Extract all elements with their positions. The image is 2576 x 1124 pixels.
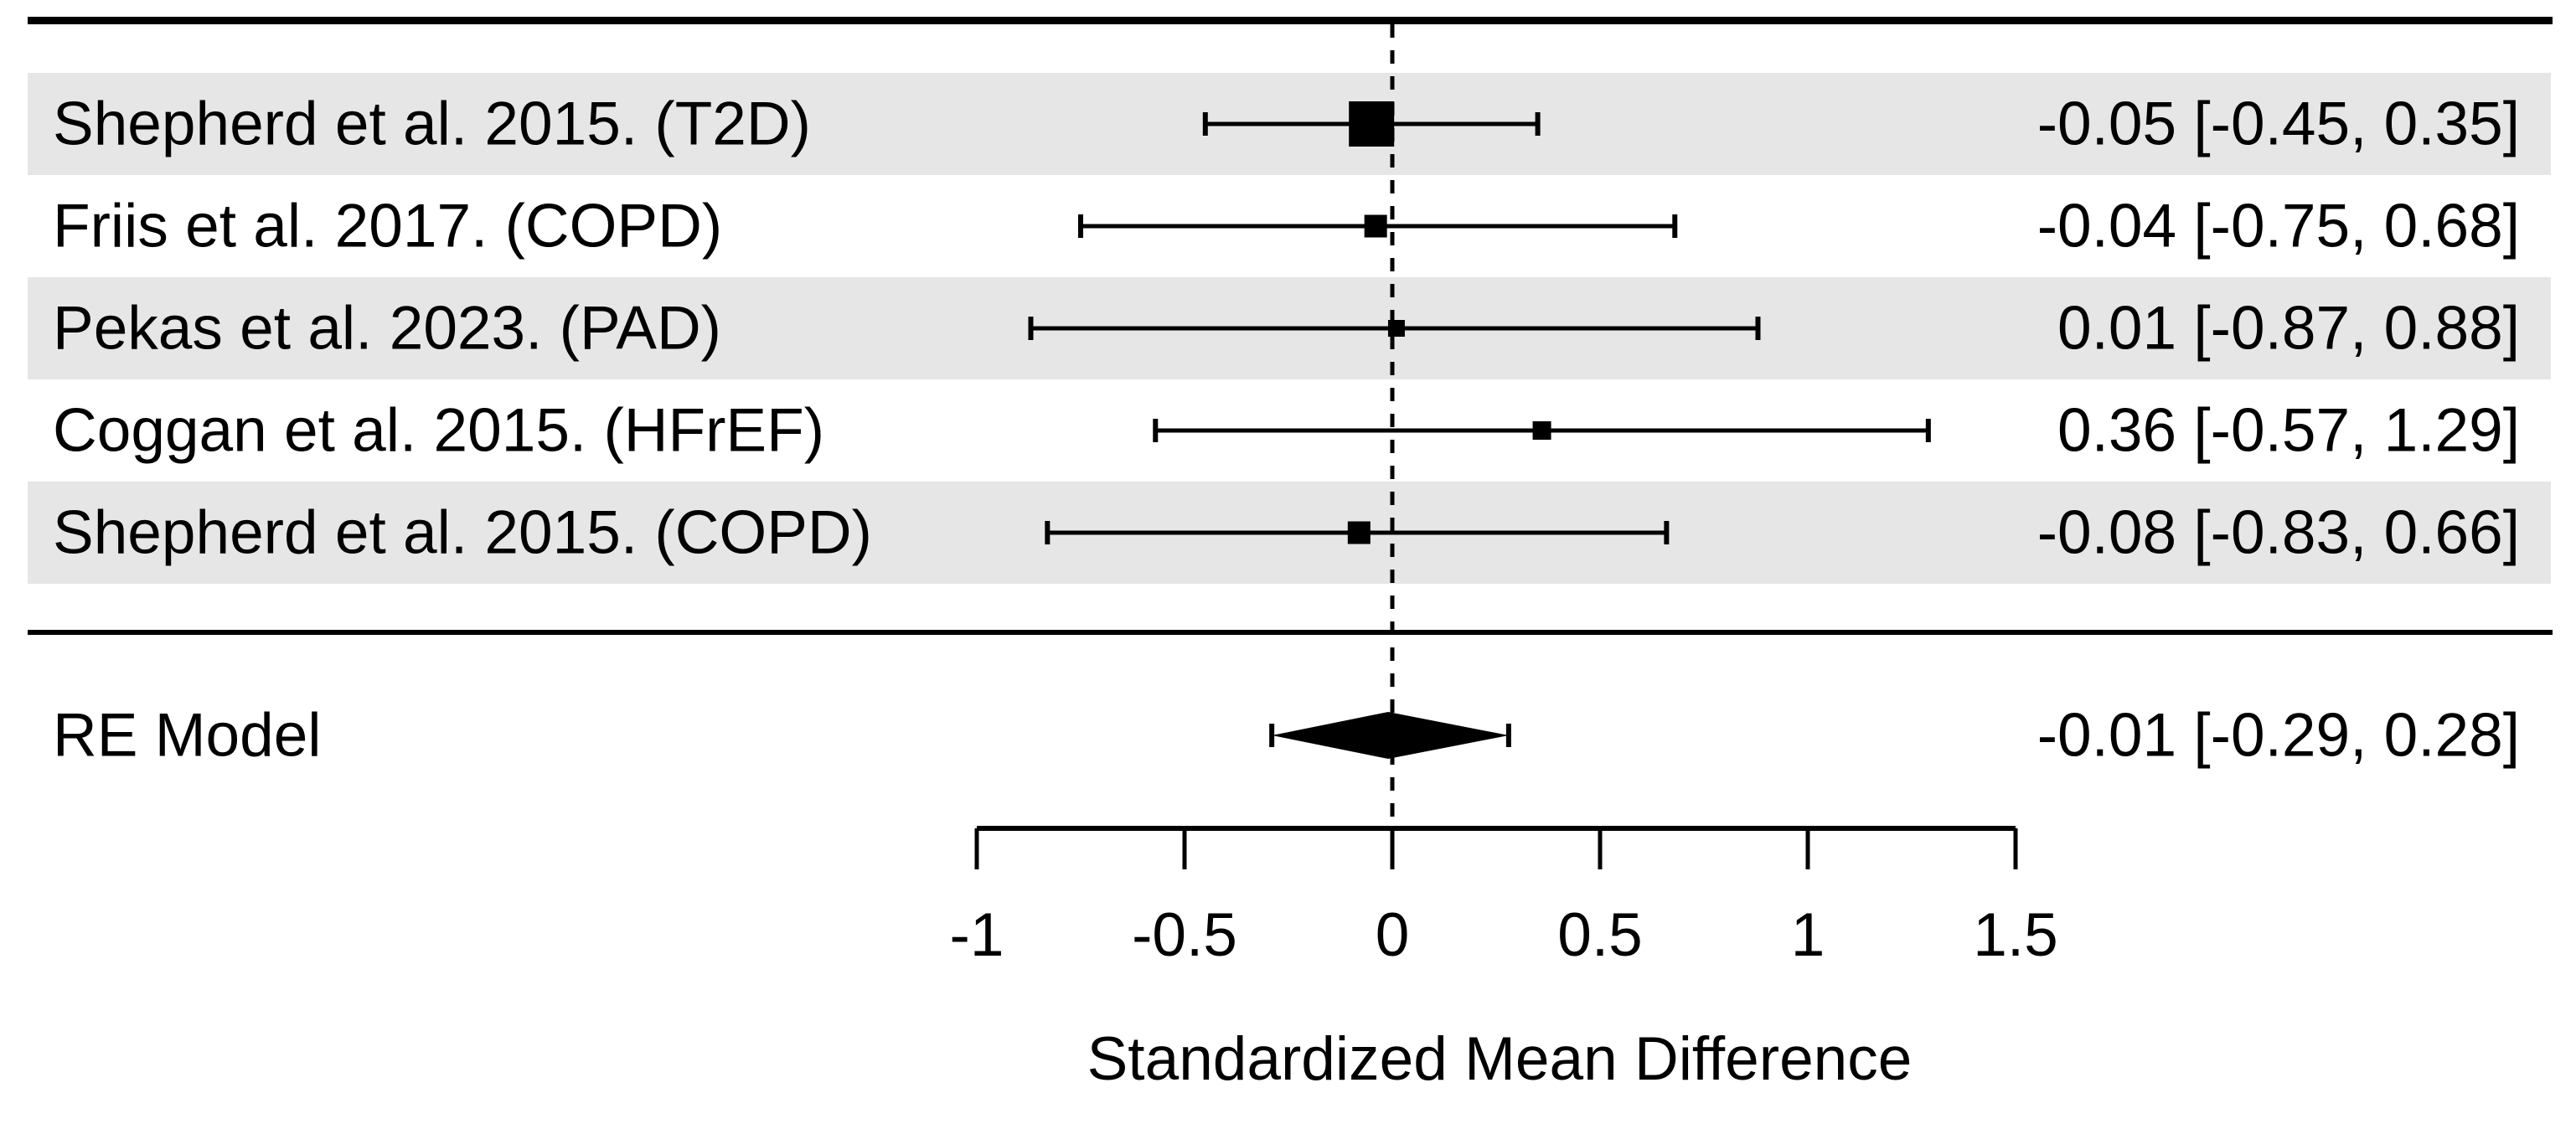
x-axis-tick-label: -0.5 xyxy=(1132,901,1237,969)
study-estimate-annotation: -0.04 [-0.75, 0.68] xyxy=(2037,192,2520,260)
study-label: Shepherd et al. 2015. (COPD) xyxy=(53,498,872,567)
summary-label: RE Model xyxy=(53,701,322,770)
x-axis-tick-label: 1 xyxy=(1790,901,1825,969)
x-axis-tick-label: 0 xyxy=(1375,901,1410,969)
x-axis-title: Standardized Mean Difference xyxy=(1087,1025,1913,1093)
study-estimate-annotation: 0.01 [-0.87, 0.88] xyxy=(2057,294,2520,363)
point-estimate-square xyxy=(1347,521,1371,544)
x-axis-tick-label: -1 xyxy=(949,901,1004,969)
study-label: Coggan et al. 2015. (HFrEF) xyxy=(53,396,825,465)
summary-estimate-annotation: -0.01 [-0.29, 0.28] xyxy=(2037,701,2520,770)
point-estimate-square xyxy=(1532,421,1551,440)
summary-separator-rule xyxy=(28,630,2553,635)
study-label: Shepherd et al. 2015. (T2D) xyxy=(53,90,811,158)
x-axis-tick-label: 1.5 xyxy=(1973,901,2058,969)
point-estimate-square xyxy=(1349,101,1395,147)
top-rule xyxy=(28,17,2553,24)
study-estimate-annotation: 0.36 [-0.57, 1.29] xyxy=(2057,396,2520,465)
study-label: Pekas et al. 2023. (PAD) xyxy=(53,294,721,363)
summary-diamond xyxy=(1272,712,1509,759)
study-label: Friis et al. 2017. (COPD) xyxy=(53,192,723,260)
point-estimate-square xyxy=(1364,214,1387,238)
point-estimate-square xyxy=(1387,320,1405,337)
study-estimate-annotation: -0.08 [-0.83, 0.66] xyxy=(2037,498,2520,567)
study-estimate-annotation: -0.05 [-0.45, 0.35] xyxy=(2037,90,2520,158)
x-axis-tick-label: 0.5 xyxy=(1557,901,1643,969)
